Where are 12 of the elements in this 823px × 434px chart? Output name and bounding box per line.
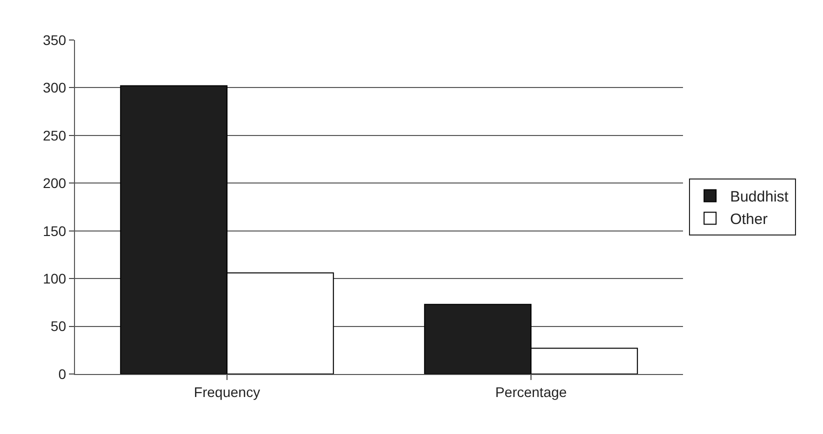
legend-label: Other (730, 211, 768, 228)
x-tick-label: Frequency (194, 384, 260, 400)
x-tick-label: Percentage (495, 384, 568, 400)
y-tick-label: 50 (50, 318, 66, 334)
y-tick-label: 350 (42, 32, 66, 48)
y-tick-label: 200 (42, 175, 66, 192)
y-tick-label: 100 (42, 270, 66, 286)
y-tick-label: 300 (42, 80, 66, 96)
y-tick-label: 150 (42, 222, 66, 239)
y-tick-label: 0 (58, 366, 66, 382)
legend-label: Buddhist (730, 188, 790, 206)
y-tick-label: 250 (42, 127, 66, 144)
